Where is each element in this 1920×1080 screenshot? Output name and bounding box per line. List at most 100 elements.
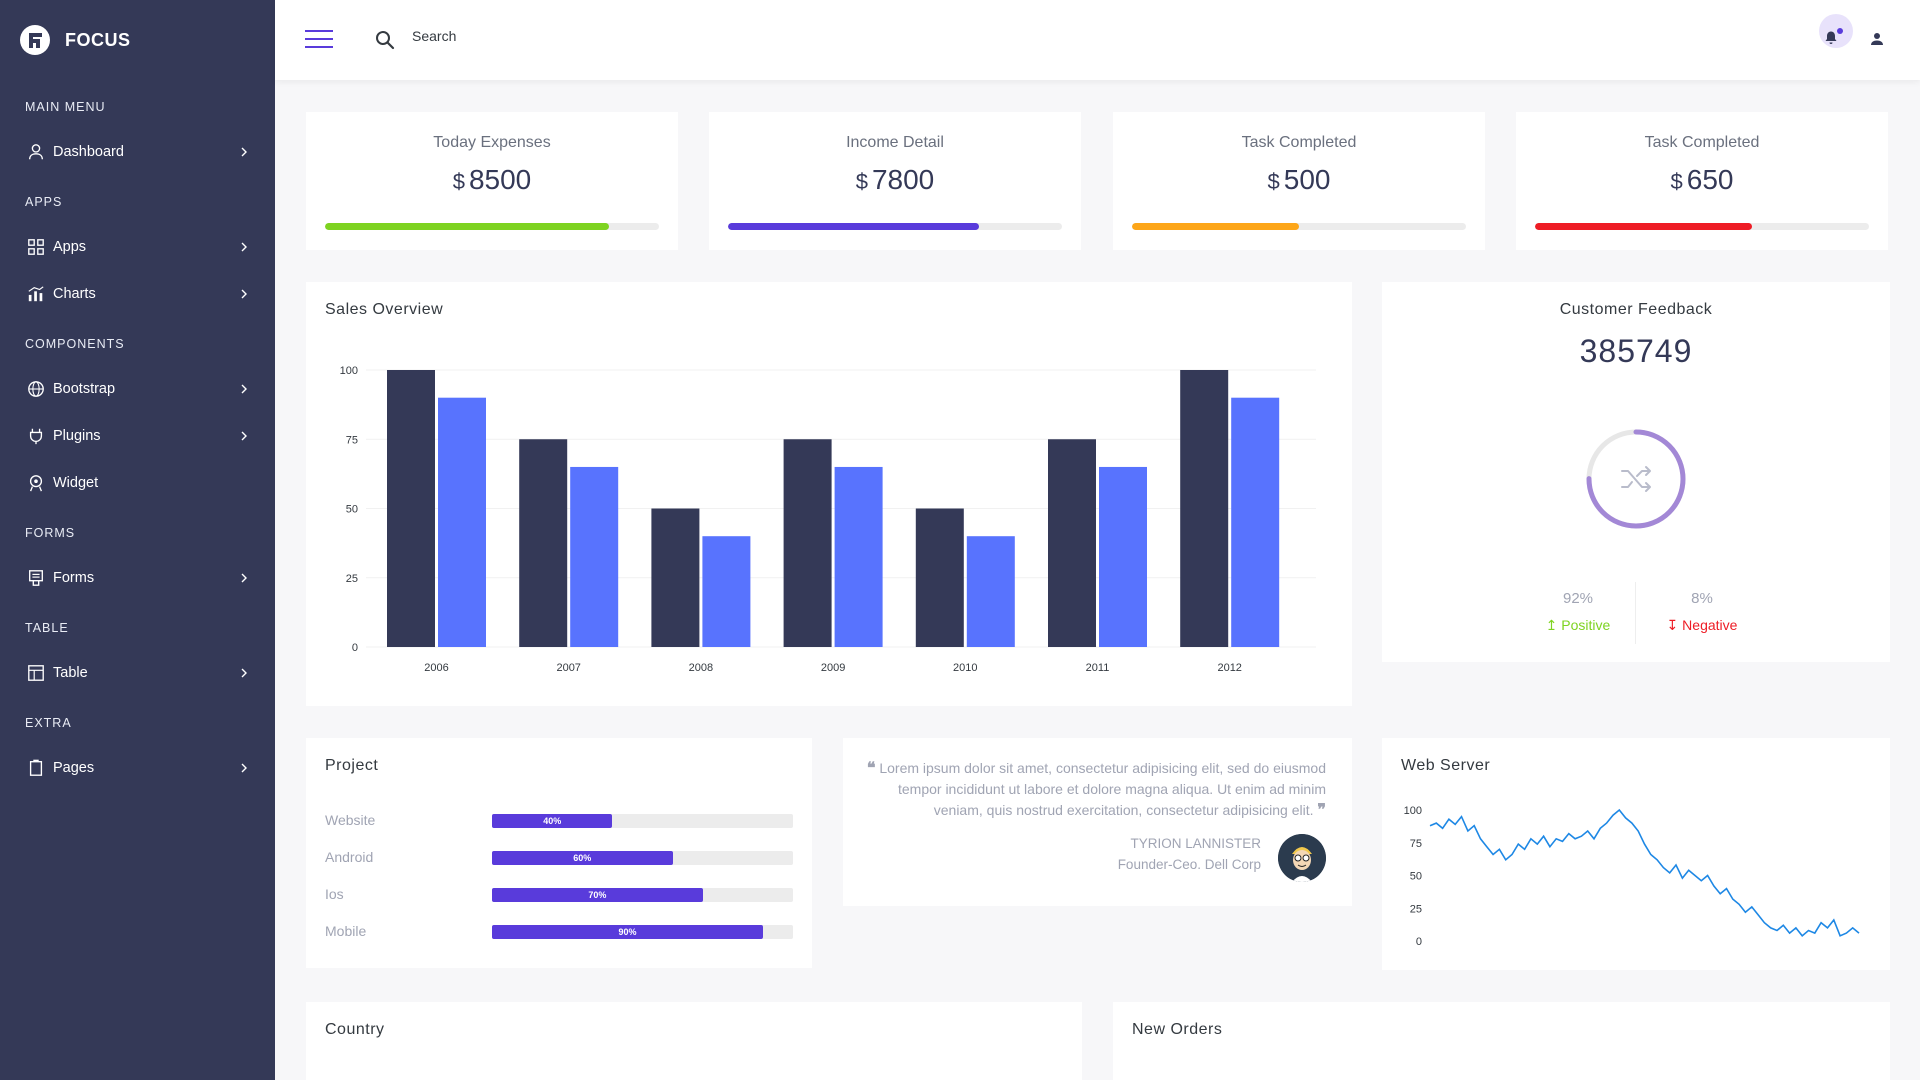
brand-name: FOCUS [65,29,131,50]
plug-icon [26,426,46,446]
bar-2007-series-1[interactable] [519,439,568,647]
project-progress-fill: 70% [492,888,703,902]
chevron-right-icon [241,147,247,156]
hamburger-line [305,30,333,32]
stat-progress-fill [1132,223,1299,230]
grid-icon [26,237,46,257]
stat-progress-track [728,223,1062,230]
bar-2008-series-1[interactable] [651,508,700,648]
new-orders-title: New Orders [1132,1021,1223,1038]
negative-stat: 8% ↧ Negative [1642,590,1762,634]
stat-card: Income Detail $7800 [709,112,1081,250]
positive-label: Positive [1561,617,1611,633]
testimonial-quote: ❝ Lorem ipsum dolor sit amet, consectetu… [856,758,1326,821]
chevron-right-icon [241,573,247,582]
sidebar-item-widget[interactable]: Widget [0,459,275,506]
stat-value: $650 [1516,164,1888,196]
y-tick-label: 75 [1410,838,1422,850]
notification-badge[interactable] [1819,14,1853,48]
negative-row: ↧ Negative [1642,617,1762,634]
project-progress-fill: 90% [492,925,763,939]
chevron-right-icon [241,668,247,677]
currency-symbol: $ [1670,169,1683,194]
stat-progress-track [1535,223,1869,230]
feedback-divider [1635,582,1636,644]
stat-progress-track [325,223,659,230]
nav-section-heading: MAIN MENU [25,100,106,114]
customer-feedback-title: Customer Feedback [1559,301,1713,318]
shuffle-icon [1621,466,1651,492]
focus-logo-icon [20,25,50,55]
sidebar-item-forms[interactable]: Forms [0,554,275,601]
sidebar-item-plugins[interactable]: Plugins [0,412,275,459]
bar-2010-series-1[interactable] [915,508,964,648]
y-tick-label: 75 [346,434,358,446]
bar-2009-series-2[interactable] [834,466,883,647]
sidebar-item-charts[interactable]: Charts [0,270,275,317]
author-avatar-icon [1278,834,1326,882]
project-progress-track: 90% [492,925,793,939]
y-tick-label: 100 [1404,805,1422,817]
notification-dot [1837,28,1843,34]
bar-2011-series-2[interactable] [1099,466,1147,647]
bar-2008-series-2[interactable] [702,536,751,647]
globe-icon [26,379,46,399]
web-server-card: Web Server 0 25 50 75 100 [1382,738,1890,970]
hamburger-menu-button[interactable] [305,30,333,52]
bar-2007-series-2[interactable] [570,466,619,647]
sidebar: FOCUS MAIN MENU Dashboard APPS Apps Charts CO… [0,0,275,1080]
sidebar-item-label: Bootstrap [53,380,116,397]
project-label: Website [325,812,376,828]
user-account-icon[interactable] [1869,31,1885,47]
bar-2011-series-1[interactable] [1048,439,1096,647]
chevron-right-icon [241,763,247,772]
currency-symbol: $ [855,169,868,194]
project-label: Ios [325,886,344,902]
y-tick-label: 50 [1410,871,1422,883]
sidebar-item-bootstrap[interactable]: Bootstrap [0,365,275,412]
country-card: Country [306,1002,1082,1080]
bar-2010-series-2[interactable] [966,536,1015,647]
sidebar-item-table[interactable]: Table [0,649,275,696]
bar-2006-series-2[interactable] [438,397,486,647]
sidebar-item-pages[interactable]: Pages [0,744,275,791]
web-server-series-line [1429,808,1860,937]
search-icon[interactable] [375,30,395,50]
brand[interactable]: FOCUS [0,0,275,80]
stat-title: Income Detail [846,134,944,151]
ring-fill [1586,429,1686,529]
stat-progress-fill [728,223,979,230]
sidebar-item-dashboard[interactable]: Dashboard [0,128,275,175]
stat-amount: 650 [1686,164,1734,195]
project-progress-fill: 40% [492,814,613,828]
stat-amount: 7800 [871,164,935,195]
bell-icon[interactable] [1823,30,1839,46]
bar-2012-series-1[interactable] [1180,370,1229,647]
y-tick-label: 100 [340,365,358,377]
currency-symbol: $ [452,169,465,194]
project-progress-track: 40% [492,814,793,828]
search-input[interactable] [412,28,712,44]
sidebar-item-label: Pages [53,759,95,776]
testimonial-text: Lorem ipsum dolor sit amet, consectetur … [879,760,1326,818]
stat-title: Task Completed [1644,134,1760,151]
sidebar-item-label: Forms [53,569,95,586]
project-row: Mobile 90% [325,921,793,941]
nav-section-heading: FORMS [25,526,76,540]
new-orders-card: New Orders [1113,1002,1890,1080]
bar-2009-series-1[interactable] [783,439,832,647]
stat-value: $500 [1113,164,1485,196]
sidebar-item-label: Charts [53,285,96,302]
thumbs-up-icon: ↥ [1545,617,1558,633]
x-tick-label: 2010 [953,662,977,674]
project-label: Android [325,849,374,865]
close-quote-icon: ❞ [1317,802,1326,819]
bar-2006-series-1[interactable] [387,370,435,647]
sidebar-item-apps[interactable]: Apps [0,223,275,270]
bar-2012-series-2[interactable] [1231,397,1280,647]
country-title: Country [325,1021,385,1038]
customer-feedback-card: Customer Feedback 385749 92% ↥ Positive … [1382,282,1890,662]
user-icon [26,142,46,162]
chevron-right-icon [241,431,247,440]
currency-symbol: $ [1267,169,1280,194]
